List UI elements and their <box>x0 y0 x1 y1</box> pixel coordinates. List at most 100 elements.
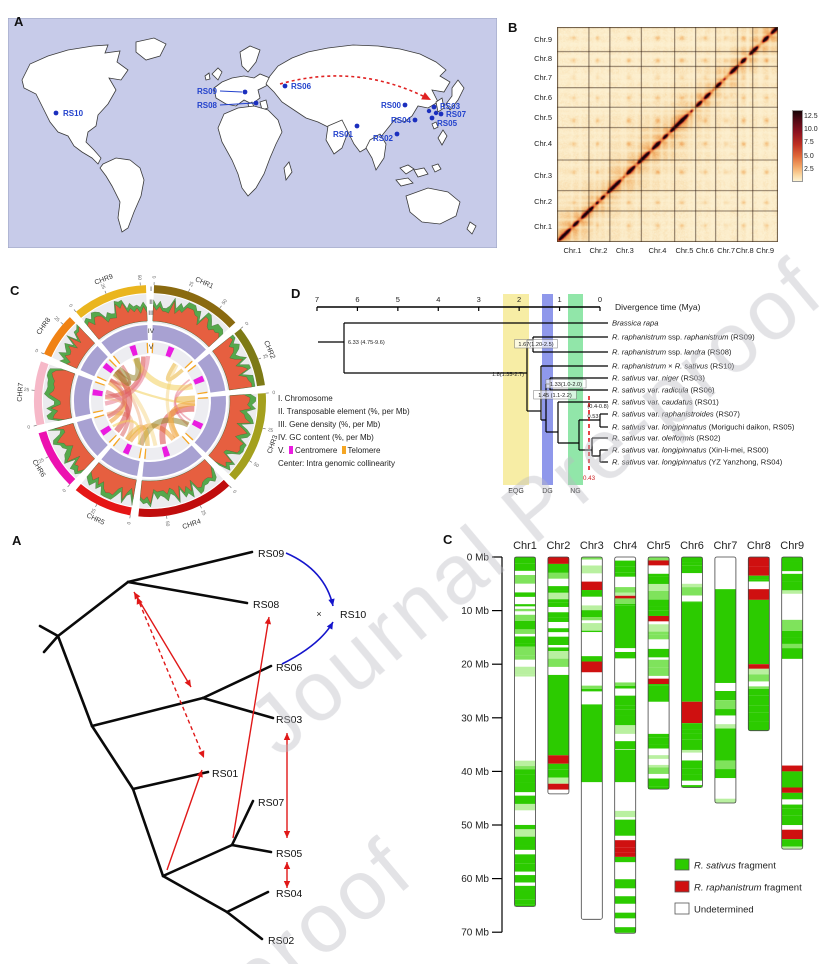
fragment-stripe <box>681 729 703 734</box>
fragment-stripe <box>514 829 536 837</box>
branch <box>131 787 165 878</box>
node-label-text: 6.33 (4.75-9.6) <box>348 340 385 346</box>
taxon-part: caudatus <box>662 398 693 407</box>
fragment-stripe <box>514 854 536 864</box>
fragment-stripe <box>514 643 536 647</box>
chromosome-header: Chr6 <box>680 540 704 552</box>
tip-label-RS04: RS04 <box>276 888 302 900</box>
fragment-stripe <box>547 636 569 641</box>
scale-tick-label: 50 <box>164 521 171 527</box>
node-label-text: 1.45 (1.1-2.2) <box>538 393 572 399</box>
centromere-block <box>161 446 171 458</box>
circos-chromosome-CHR1: 0 25 50 CHR1 <box>151 275 236 370</box>
collinearity-chord <box>174 378 192 422</box>
tip-label-RS02: RS02 <box>268 935 294 947</box>
fragment-stripe <box>681 565 703 570</box>
fragment-stripe <box>748 668 770 675</box>
te-density-area <box>87 302 148 340</box>
fragment-stripe <box>748 664 770 669</box>
hic-y-label: Chr.3 <box>534 170 552 180</box>
te-density-area <box>208 394 252 468</box>
branch <box>225 910 264 941</box>
fragment-stripe <box>614 741 636 750</box>
arrow-head <box>136 597 143 605</box>
hic-colorbar-tick: 7.5 <box>804 139 814 147</box>
chromosome-arc <box>34 361 49 426</box>
legend-swatch <box>674 880 690 893</box>
taxon-part: R. sativus <box>612 423 646 432</box>
taxon-part: radicula <box>662 386 689 395</box>
fragment-stripe <box>581 565 603 574</box>
sample-label: RS00 <box>381 101 402 110</box>
landmass <box>466 221 477 235</box>
hic-x-label: Chr.2 <box>589 246 608 255</box>
taxon-part: R. sativus <box>612 458 646 467</box>
fragment-stripe <box>781 808 803 816</box>
band-rect <box>542 294 553 485</box>
fragment-stripe <box>514 782 536 793</box>
legend-text-part: fragment <box>736 861 776 872</box>
chromosome-header: Chr8 <box>747 540 771 552</box>
scale-tick-label: 0 <box>231 489 237 495</box>
sample-label: RS07 <box>446 110 467 119</box>
taxon-part: × <box>666 362 675 371</box>
red-line-label: 0.43 <box>583 475 596 482</box>
tip-label-RS03: RS03 <box>276 714 302 726</box>
taxon-part: R. raphanistrum <box>612 333 666 342</box>
fragment-stripe <box>581 630 603 633</box>
chromosome-arc <box>153 285 236 328</box>
fragment-stripe <box>547 590 569 593</box>
fragment-stripe <box>681 569 703 574</box>
hic-y-label: Chr.1 <box>534 221 552 231</box>
branch <box>126 580 249 605</box>
scale-tick-label: 50 <box>221 298 229 306</box>
hic-y-label: Chr.2 <box>534 196 552 206</box>
legend-chip <box>289 446 294 454</box>
node-label-text: (0.4-0.8) <box>587 404 608 410</box>
chromosome-arc <box>38 431 76 485</box>
fragment-stripe <box>581 685 603 689</box>
telomere-mark <box>184 360 193 369</box>
taxon-part: (RS06) <box>688 386 715 395</box>
fragment-stripe <box>648 733 670 738</box>
fragment-stripe <box>648 573 670 577</box>
centromere-block <box>92 389 103 397</box>
chromosome-arc <box>75 285 147 318</box>
legend-text-part: R. sativus <box>694 861 736 872</box>
taxon-label: R. sativus var. caudatus (RS01) <box>612 398 719 407</box>
gene-flow-arrows <box>133 591 291 888</box>
fragment-stripe <box>614 912 636 919</box>
fragment-stripe <box>547 763 569 770</box>
node-label: (0.4-0.8) <box>587 404 608 410</box>
branch <box>126 550 254 584</box>
fragment-stripe <box>681 760 703 769</box>
hic-x-label: Chr.4 <box>648 246 667 255</box>
taxon-part: (RS08) <box>705 348 732 357</box>
scale-tick-label: 0 <box>272 390 275 396</box>
fragment-stripe <box>748 712 770 722</box>
branch <box>230 843 273 854</box>
fragment-stripe <box>781 630 803 638</box>
fragment-stripe <box>648 767 670 774</box>
arrow-head <box>283 881 291 888</box>
fragment-stripe <box>781 643 803 649</box>
taxon-part: var. <box>645 410 661 419</box>
taxon-part: longipinnatus <box>662 446 707 455</box>
chromosome-outline <box>647 556 670 790</box>
taxon-part: oleiformis <box>662 434 695 443</box>
scale-tick-label: 50 <box>252 461 260 469</box>
node-label-text: 1.33(1.0-2.0) <box>550 382 582 388</box>
gc-content-ring <box>74 375 93 418</box>
axis-label: 50 Mb <box>461 821 489 832</box>
sample-label: RS10 <box>63 109 84 118</box>
map-sample-RS06: RS06 <box>282 82 312 91</box>
sample-label: RS08 <box>197 101 218 110</box>
telomere-mark <box>146 343 149 354</box>
hic-x-label: Chr.3 <box>615 246 634 255</box>
inner-ring-bg <box>112 342 149 365</box>
sample-label: RS01 <box>333 130 354 139</box>
telomere-mark <box>138 448 142 459</box>
paint-chromosome-Chr2: Chr2 <box>546 540 570 795</box>
chromosome-arc <box>43 317 76 358</box>
